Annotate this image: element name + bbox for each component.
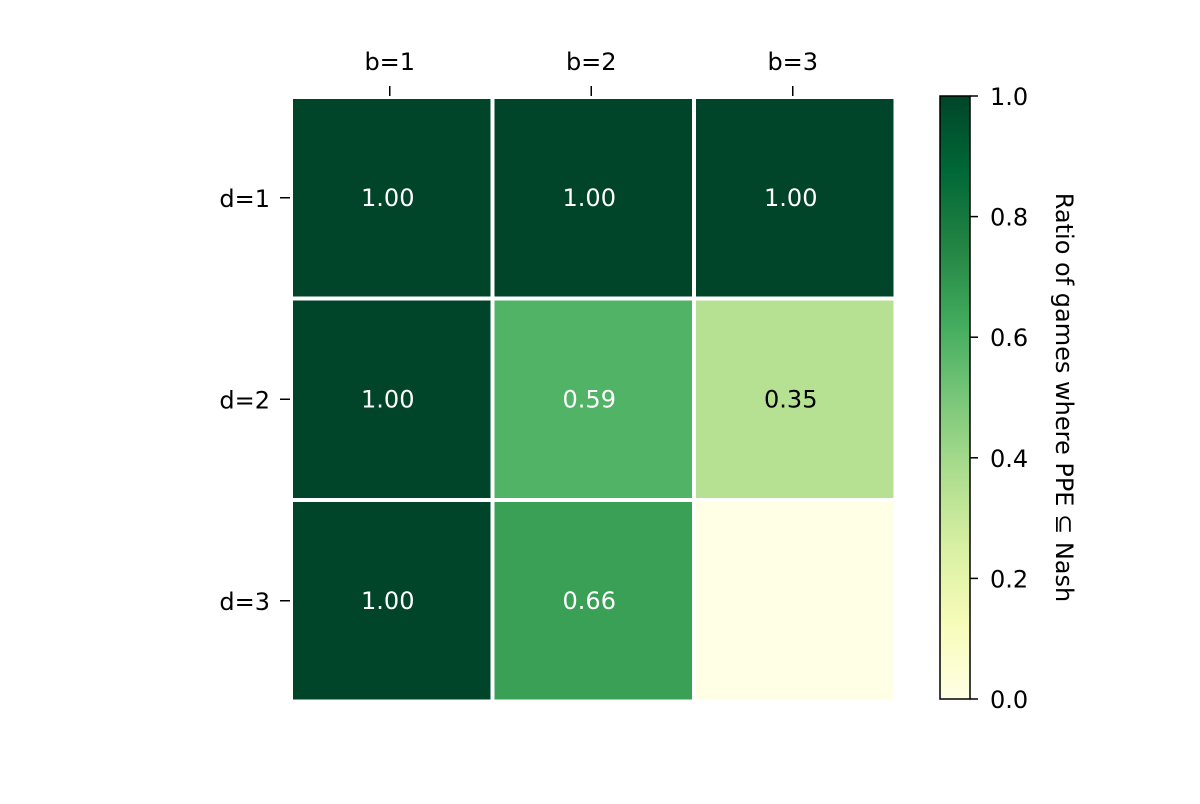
heatmap-cell <box>696 300 894 498</box>
colorbar-tick-label: 0.6 <box>990 324 1028 352</box>
heatmap-cell <box>293 502 491 700</box>
cell-value-label: 0.59 <box>563 385 616 413</box>
heatmap-cell <box>696 502 894 700</box>
cell-value-label: 0.35 <box>764 385 817 413</box>
y-tick-label: d=1 <box>219 185 270 213</box>
colorbar: 0.0 0.2 0.4 0.6 0.8 1.0 Ratio of games where … <box>939 83 1078 714</box>
cell-value-label: 1.00 <box>361 385 414 413</box>
y-axis: d=1 d=2 d=3 <box>219 185 290 616</box>
heatmap-cells: 1.00 1.00 1.00 1.00 0.59 0.35 1.00 0.66 <box>293 99 894 700</box>
heatmap-cell <box>494 300 692 498</box>
x-tick-label: b=2 <box>566 48 617 76</box>
x-tick-label: b=3 <box>767 48 818 76</box>
x-tick-label: b=1 <box>364 48 415 76</box>
cell-value-label: 0.66 <box>563 587 616 615</box>
y-tick-label: d=3 <box>219 588 270 616</box>
colorbar-tick-label: 0.0 <box>990 686 1028 714</box>
colorbar-tick-label: 0.4 <box>990 445 1028 473</box>
cell-value-label: 1.00 <box>563 184 616 212</box>
colorbar-ticks: 0.0 0.2 0.4 0.6 0.8 1.0 <box>970 83 1028 714</box>
colorbar-tick-label: 0.2 <box>990 565 1028 593</box>
colorbar-gradient <box>939 95 971 700</box>
heatmap-cell <box>696 99 894 297</box>
heatmap-cell <box>494 502 692 700</box>
colorbar-tick-label: 0.8 <box>990 204 1028 232</box>
colorbar-label: Ratio of games where PPE ⊆ Nash <box>1050 193 1078 602</box>
cell-value-label: 1.00 <box>361 587 414 615</box>
cell-value-label: 1.00 <box>361 184 414 212</box>
heatmap-cell <box>293 300 491 498</box>
y-tick-label: d=2 <box>219 386 270 414</box>
heatmap-cell <box>293 99 491 297</box>
cell-value-label: 1.00 <box>764 184 817 212</box>
x-axis: b=1 b=2 b=3 <box>364 48 818 96</box>
heatmap-cell <box>494 99 692 297</box>
colorbar-tick-label: 1.0 <box>990 83 1028 111</box>
